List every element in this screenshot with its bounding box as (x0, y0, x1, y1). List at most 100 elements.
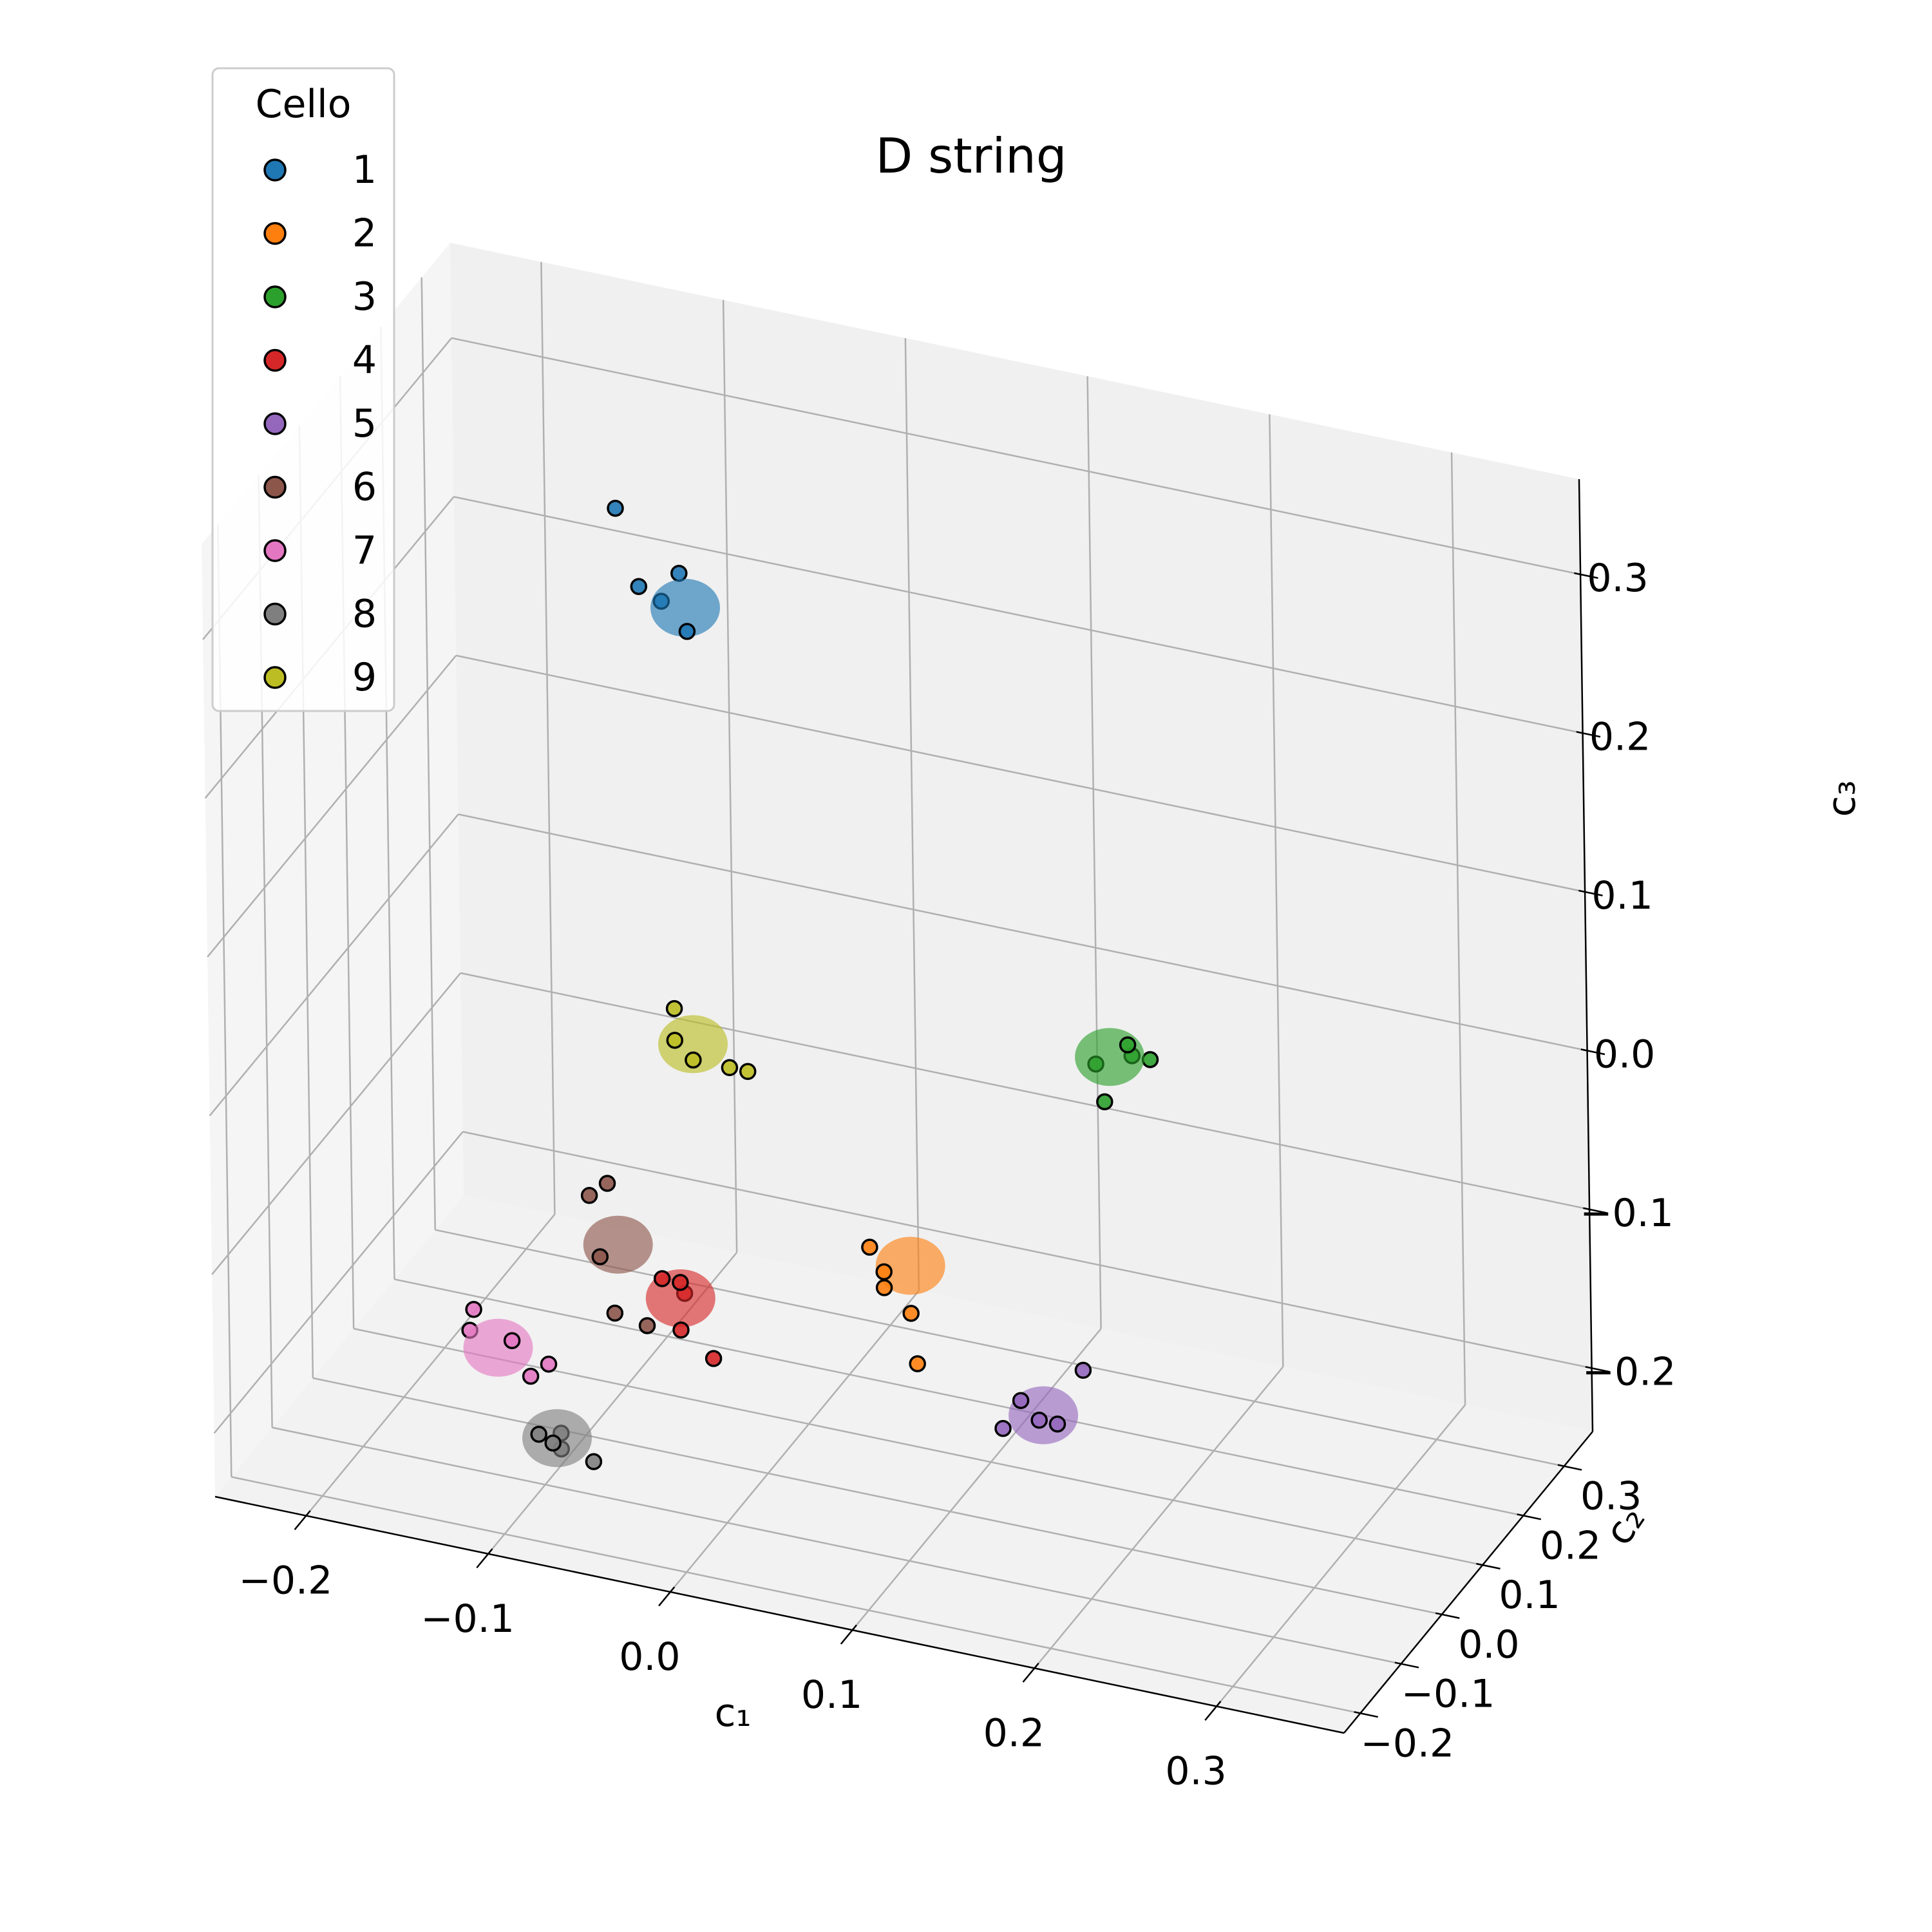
legend-marker-2 (263, 222, 287, 245)
point-cello-4 (705, 1350, 723, 1367)
point-cello-6 (598, 1175, 616, 1192)
grid-line-x-back (540, 261, 556, 1215)
legend-marker-1 (263, 158, 287, 182)
point-cello-6 (638, 1317, 656, 1334)
axes-panes (202, 243, 1593, 1733)
point-cello-2 (875, 1263, 893, 1281)
grid-line-z-left (213, 1131, 464, 1434)
y-tick-label: 0.1 (1499, 1573, 1560, 1618)
x-tick-label: 0.3 (1165, 1749, 1226, 1794)
grid-line-z-left (207, 655, 457, 958)
legend-label-4: 4 (352, 338, 377, 383)
y-tick-label: −0.1 (1401, 1672, 1495, 1717)
point-cello-2 (902, 1305, 920, 1322)
x-tick-label: 0.1 (801, 1672, 862, 1718)
grid-line-x-floor (1216, 1404, 1466, 1707)
cluster-7-ellipse (463, 1318, 533, 1377)
x-tick-label: 0.0 (619, 1634, 680, 1680)
z-tick-label: 0.3 (1587, 556, 1648, 601)
x-tick-mark (658, 1586, 676, 1607)
legend-label-3: 3 (352, 274, 377, 319)
point-cello-9 (685, 1051, 702, 1069)
point-cello-5 (1048, 1415, 1066, 1433)
grid-line-y-floor (272, 1426, 1401, 1665)
point-cello-8 (585, 1453, 603, 1470)
point-cello-2 (861, 1238, 878, 1256)
legend-label-6: 6 (352, 465, 377, 510)
legend-marker-6 (263, 475, 287, 499)
legend-label-7: 7 (352, 528, 377, 573)
point-cello-3 (1141, 1051, 1159, 1068)
z-axis-line (1578, 478, 1594, 1432)
chart-title: D string (876, 128, 1067, 184)
point-cello-9 (739, 1063, 757, 1081)
point-cello-6 (606, 1304, 624, 1322)
point-cello-2 (909, 1355, 926, 1372)
y-tick-label: 0.2 (1540, 1523, 1601, 1568)
grid-line-x-back (904, 337, 920, 1291)
legend-label-2: 2 (352, 211, 377, 256)
legend-marker-9 (263, 666, 287, 689)
point-cello-9 (665, 999, 683, 1018)
axis-ticks: −0.2−0.2−0.2−0.1−0.1−0.10.0 0.00.00.10.10… (239, 556, 1676, 1794)
legend-title: Cello (256, 82, 352, 127)
point-cello-5 (1074, 1361, 1092, 1379)
x-axis-line (214, 1495, 1345, 1734)
legend-marker-4 (263, 348, 287, 372)
x-tick-label: −0.2 (239, 1558, 333, 1604)
y-tick-label: 0.0 (1458, 1622, 1519, 1667)
z-tick-mark (1580, 1048, 1605, 1056)
z-tick-label: −0.1 (1580, 1191, 1674, 1236)
grid-line-x-back (722, 299, 738, 1253)
cluster-6-ellipse (583, 1215, 653, 1274)
grid-line-y-left (421, 277, 436, 1230)
grid-line-z-back (460, 972, 1590, 1211)
grid-line-z-left (209, 813, 459, 1117)
z-tick-mark (1574, 572, 1598, 579)
x-tick-label: 0.2 (983, 1710, 1045, 1756)
point-cello-7 (465, 1301, 482, 1318)
grid-line-z-back (453, 496, 1583, 734)
point-cello-7 (522, 1367, 540, 1385)
point-cello-6 (591, 1248, 609, 1265)
grid-line-y-floor (231, 1476, 1361, 1714)
point-cello-9 (721, 1059, 739, 1077)
grid-line-x-back (1086, 376, 1102, 1329)
z-tick-label: 0.1 (1591, 873, 1653, 918)
legend-label-8: 8 (352, 592, 377, 637)
point-cello-4 (672, 1274, 689, 1291)
y-tick-mark (1557, 1464, 1582, 1471)
x-tick-mark (476, 1548, 493, 1569)
plot-area (461, 499, 1159, 1470)
legend-frame (211, 67, 395, 712)
cluster-1-ellipse (650, 578, 720, 637)
point-cello-5 (994, 1419, 1012, 1437)
point-cello-3 (1119, 1036, 1137, 1054)
point-cello-7 (540, 1355, 558, 1373)
y-tick-label: −0.2 (1360, 1721, 1454, 1766)
point-cello-4 (653, 1270, 671, 1287)
z-tick-label: −0.2 (1582, 1349, 1676, 1394)
point-cello-1 (678, 623, 696, 640)
point-cello-8 (530, 1425, 547, 1443)
legend-marker-7 (263, 539, 287, 562)
grid-line-x-back (1450, 452, 1466, 1405)
legend-marker-8 (263, 602, 287, 626)
z-tick-mark (1576, 731, 1601, 738)
point-cello-7 (503, 1332, 521, 1349)
x-tick-mark (1022, 1662, 1039, 1683)
grid-line-y-floor (312, 1377, 1443, 1616)
grid-line-x-back (1269, 414, 1284, 1367)
point-cello-5 (1030, 1412, 1048, 1429)
x-tick-mark (840, 1624, 857, 1645)
x-tick-label: −0.1 (421, 1596, 515, 1642)
z-tick-label: 0.2 (1589, 714, 1651, 759)
y-tick-mark (1435, 1612, 1460, 1619)
point-cello-9 (666, 1032, 684, 1049)
x-tick-mark (294, 1510, 311, 1530)
point-cello-1 (607, 499, 624, 517)
grid-line-x-floor (669, 1290, 920, 1593)
point-cello-6 (580, 1187, 598, 1204)
grid-line-z-back (451, 337, 1581, 576)
z-tick-mark (1578, 889, 1603, 896)
